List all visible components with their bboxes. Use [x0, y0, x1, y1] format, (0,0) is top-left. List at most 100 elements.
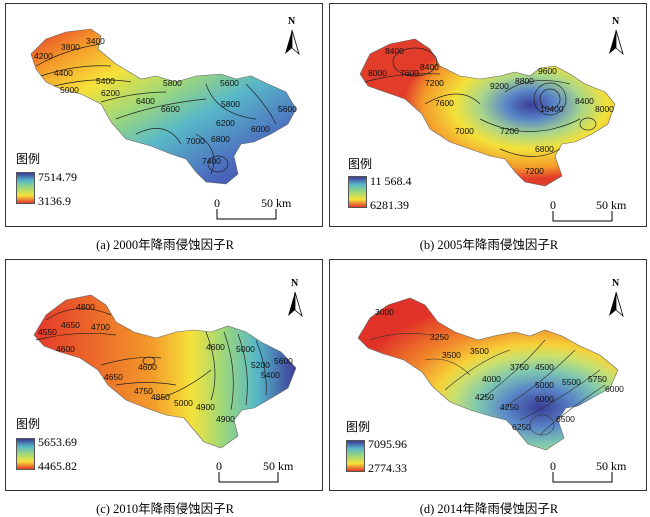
contour-label: 4650	[61, 320, 80, 330]
contour-label: 4500	[535, 362, 554, 372]
map-panel-d: 3000 3250 3500 3500 3750 4000 4250 4500 …	[329, 259, 647, 491]
contour-label: 5600	[220, 78, 239, 88]
contour-label: 4250	[475, 392, 494, 402]
contour-label: 5400	[261, 370, 280, 380]
contour-label: 6200	[101, 88, 120, 98]
legend-title: 图例	[348, 157, 373, 171]
contour-label: 7400	[202, 156, 221, 166]
contour-label: 5000	[174, 398, 193, 408]
contour-label: 6800	[211, 134, 230, 144]
contour-label: 5600	[274, 356, 293, 366]
contour-label: 9200	[490, 81, 509, 91]
scale-zero: 0	[216, 459, 222, 473]
contour-label: 5400	[96, 76, 115, 86]
contour-label: 10400	[540, 104, 564, 114]
contour-label: 4550	[38, 327, 57, 337]
scale-zero: 0	[550, 198, 556, 212]
north-label: N	[288, 16, 296, 27]
legend-title: 图例	[346, 420, 371, 434]
contour-label: 7000	[186, 136, 205, 146]
contour-label: 8800	[515, 76, 534, 86]
map-b-svg: 8400 8400 8000 7600 7200 9200 8800 9600 …	[359, 38, 616, 187]
contour-label: 3000	[375, 307, 394, 317]
contour-label: 5000	[535, 380, 554, 390]
contour-label: 7200	[425, 78, 444, 88]
map-panel-c: 4800 4650 4700 4550 4600 4600 4650 4750 …	[5, 259, 323, 491]
contour-label: 3400	[86, 36, 105, 46]
contour-label: 6400	[136, 96, 155, 106]
contour-label: 4700	[91, 322, 110, 332]
contour-label: 4250	[500, 402, 519, 412]
contour-label: 8400	[575, 96, 594, 106]
north-label: N	[612, 278, 620, 289]
scale-end: 50 km	[596, 459, 627, 473]
scale-zero: 0	[550, 459, 556, 473]
caption-b: (b) 2005年降雨侵蚀因子R	[419, 238, 559, 252]
caption-c: (c) 2010年降雨侵蚀因子R	[96, 502, 234, 516]
contour-label: 6600	[161, 104, 180, 114]
contour-label: 3250	[430, 332, 449, 342]
legend-max-value: 5653.69	[38, 435, 77, 449]
contour-label: 3750	[510, 362, 529, 372]
scale-zero: 0	[214, 196, 220, 210]
map-d-svg: 3000 3250 3500 3500 3750 4000 4250 4500 …	[357, 297, 624, 451]
region-shape-b	[359, 38, 616, 187]
legend-color-ramp	[16, 438, 35, 470]
legend-color-ramp	[16, 172, 35, 204]
caption-a: (a) 2000年降雨侵蚀因子R	[96, 238, 234, 252]
contour-label: 5600	[278, 104, 297, 114]
contour-label: 4200	[34, 51, 53, 61]
map-panel-b: 8400 8400 8000 7600 7200 9200 8800 9600 …	[329, 3, 647, 227]
contour-label: 4600	[206, 342, 225, 352]
legend-color-ramp	[348, 176, 367, 208]
contour-label: 6500	[556, 414, 575, 424]
contour-label: 5800	[221, 99, 240, 109]
contour-label: 3800	[61, 42, 80, 52]
contour-label: 4600	[56, 344, 75, 354]
contour-label: 6000	[535, 394, 554, 404]
scale-end: 50 km	[263, 459, 294, 473]
contour-label: 7200	[525, 166, 544, 176]
legend-max-value: 7095.96	[368, 437, 407, 451]
contour-label: 5500	[562, 377, 581, 387]
legend-max-value: 7514.79	[38, 170, 77, 184]
contour-label: 4400	[54, 68, 73, 78]
contour-label: 8000	[595, 104, 614, 114]
map-panel-a: 4200 3800 3400 4400 5000 5400 6200 5800 …	[5, 3, 323, 227]
contour-label: 3500	[470, 346, 489, 356]
scale-bar	[552, 211, 613, 222]
legend-max-value: 11 568.4	[370, 174, 412, 188]
contour-label: 7000	[455, 126, 474, 136]
north-label: N	[612, 16, 620, 27]
scale-end: 50 km	[261, 196, 292, 210]
north-label: N	[291, 278, 299, 289]
legend-min-value: 2774.33	[368, 461, 407, 475]
contour-label: 8400	[385, 46, 404, 56]
map-a-svg: 4200 3800 3400 4400 5000 5400 6200 5800 …	[30, 28, 297, 185]
legend-title: 图例	[16, 152, 41, 166]
contour-label: 7600	[400, 68, 419, 78]
north-arrow-icon: N	[284, 278, 306, 318]
contour-label: 4650	[104, 372, 123, 382]
scale-bar	[218, 472, 279, 483]
contour-label: 9600	[538, 66, 557, 76]
contour-label: 6200	[216, 118, 235, 128]
contour-label: 4800	[76, 302, 95, 312]
contour-label: 5750	[588, 374, 607, 384]
contour-label: 3500	[442, 350, 461, 360]
north-arrow-icon: N	[605, 16, 627, 56]
caption-d: (d) 2014年降雨侵蚀因子R	[419, 502, 559, 516]
scale-end: 50 km	[596, 198, 627, 212]
map-c-svg: 4800 4650 4700 4550 4600 4600 4650 4750 …	[33, 294, 297, 449]
legend-title: 图例	[16, 417, 41, 431]
contour-label: 4900	[216, 414, 235, 424]
contour-label: 4850	[151, 392, 170, 402]
legend-min-value: 3136.9	[38, 194, 71, 208]
contour-label: 6250	[512, 422, 531, 432]
contour-label: 5200	[251, 360, 270, 370]
scale-bar	[552, 472, 613, 483]
contour-label: 4000	[482, 374, 501, 384]
contour-label: 4750	[134, 386, 153, 396]
contour-label: 5000	[236, 344, 255, 354]
contour-label: 6000	[605, 384, 624, 394]
